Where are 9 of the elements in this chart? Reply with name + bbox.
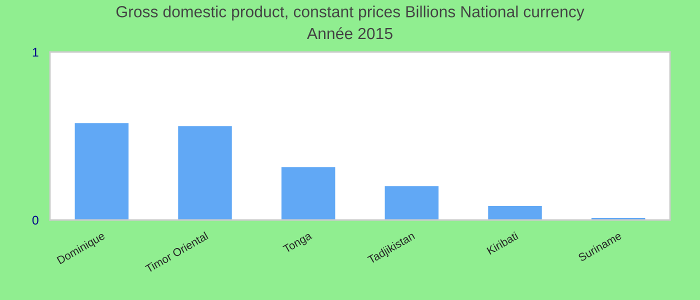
bar — [74, 123, 129, 220]
x-tick-label: Tonga — [282, 231, 314, 256]
bar — [488, 206, 542, 220]
bar — [178, 126, 232, 220]
y-tick-label: 1 — [32, 48, 38, 57]
chart-title: Gross domestic product, constant prices Billions National currency Année 2015 — [116, 6, 584, 40]
y-tick-label: 0 — [32, 216, 38, 225]
bar — [281, 167, 336, 220]
bar — [384, 186, 439, 220]
